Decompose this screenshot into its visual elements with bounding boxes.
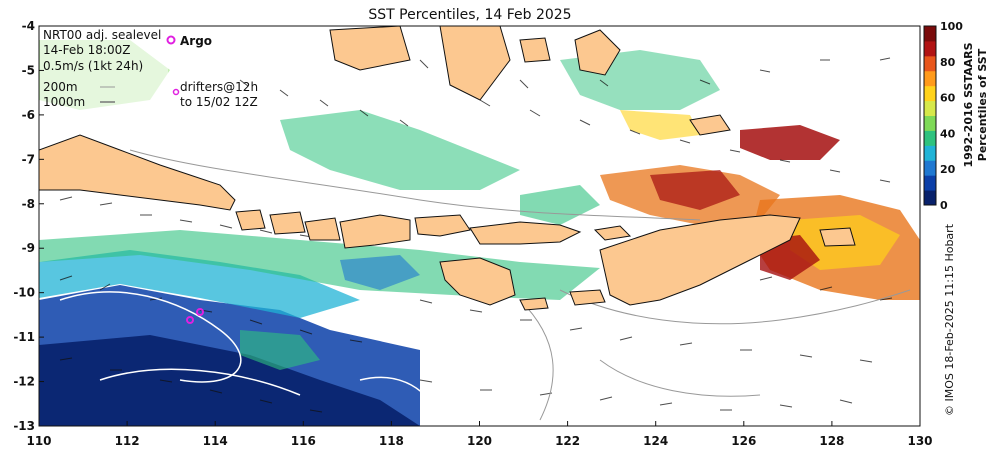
colorbar-segment bbox=[924, 70, 936, 87]
colorbar-tick-label: 80 bbox=[940, 56, 956, 69]
hot-anomaly-patch-north bbox=[740, 125, 840, 160]
colorbar-segment bbox=[924, 55, 936, 72]
y-tick-label: -12 bbox=[13, 375, 35, 389]
legend-drifters-label: drifters@12h bbox=[180, 80, 258, 94]
colorbar bbox=[923, 25, 937, 206]
legend-time-label: 14-Feb 18:00Z bbox=[43, 43, 130, 57]
colorbar-segment bbox=[924, 160, 936, 176]
colorbar-segment bbox=[924, 100, 936, 116]
credit-text: © IMOS 18-Feb-2025 11:15 Hobart bbox=[943, 223, 956, 416]
y-tick-label: -8 bbox=[22, 197, 35, 211]
sumbawa-east-island bbox=[339, 214, 411, 249]
colorbar-segment bbox=[924, 190, 936, 206]
y-tick-label: -6 bbox=[22, 108, 35, 122]
rote-island bbox=[519, 297, 549, 311]
selayar-island bbox=[519, 37, 551, 63]
colorbar-title: 1992-2016 SSTAARS bbox=[962, 42, 975, 167]
y-tick-label: -7 bbox=[22, 152, 35, 166]
x-tick-label: 118 bbox=[379, 434, 404, 448]
colorbar-segment bbox=[924, 26, 936, 42]
hot-anomaly-patch-central bbox=[650, 170, 740, 210]
bathymetry-contours bbox=[129, 149, 911, 421]
banda-islands bbox=[689, 114, 731, 136]
savu-island bbox=[569, 289, 606, 306]
borneo-south-coast bbox=[329, 26, 411, 71]
y-tick-label: -5 bbox=[22, 63, 35, 77]
warm-patch-banda-west bbox=[620, 110, 700, 140]
sulawesi-south-arm bbox=[439, 26, 511, 101]
cool-patch-lombok bbox=[340, 255, 420, 290]
java-island bbox=[39, 134, 236, 211]
lombok-island bbox=[269, 211, 306, 235]
komodo-island bbox=[414, 214, 471, 237]
colorbar-segment bbox=[924, 85, 936, 102]
map-title: SST Percentiles, 14 Feb 2025 bbox=[368, 7, 571, 23]
argo-legend-icon bbox=[166, 35, 176, 45]
x-tick-label: 110 bbox=[26, 434, 51, 448]
y-tick-label: -13 bbox=[13, 419, 35, 433]
plot-area: NRT00 adj. sealevel 14-Feb 18:00Z 0.5m/s… bbox=[39, 26, 920, 426]
neutral-patch-north bbox=[280, 110, 520, 190]
x-tick-label: 126 bbox=[731, 434, 756, 448]
neutral-patch-south bbox=[240, 330, 320, 370]
small-island-east bbox=[819, 227, 856, 247]
colorbar-segment bbox=[924, 145, 936, 161]
colorbar-segment bbox=[924, 115, 936, 131]
y-tick-label: -11 bbox=[13, 330, 35, 344]
legend-1000m-contour-label: 1000m bbox=[43, 95, 85, 109]
cool-transition-band bbox=[39, 250, 360, 318]
y-tick-label: -9 bbox=[22, 241, 35, 255]
x-tick-label: 114 bbox=[203, 434, 228, 448]
legend-velocity-scale-label: 0.5m/s (1kt 24h) bbox=[43, 59, 143, 73]
argo-float-marker bbox=[186, 316, 194, 324]
argo-float-marker bbox=[172, 88, 180, 96]
y-axis: -4 -5 -6 -7 -8 -9 -10 -11 -12 -13 bbox=[13, 19, 44, 433]
colorbar-ticks: 100 80 60 40 20 0 bbox=[940, 20, 963, 212]
argo-floats bbox=[172, 88, 204, 324]
y-tick-label: -10 bbox=[13, 286, 35, 300]
sumba-island bbox=[439, 257, 516, 306]
colorbar-tick-label: 0 bbox=[940, 199, 948, 212]
x-tick-label: 130 bbox=[907, 434, 932, 448]
colorbar-segment bbox=[924, 130, 936, 146]
alor-island bbox=[593, 225, 632, 241]
flores-island bbox=[469, 221, 582, 245]
x-tick-label: 116 bbox=[291, 434, 316, 448]
colorbar-frame bbox=[923, 25, 937, 206]
buton-island bbox=[574, 29, 621, 76]
x-tick-label: 124 bbox=[643, 434, 668, 448]
legend-200m-contour-label: 200m bbox=[43, 80, 78, 94]
x-tick-label: 122 bbox=[555, 434, 580, 448]
colorbar-tick-label: 40 bbox=[940, 127, 956, 140]
x-tick-label: 112 bbox=[115, 434, 140, 448]
sea-level-contours bbox=[59, 291, 441, 421]
colorbar-tick-label: 60 bbox=[940, 92, 956, 105]
sumbawa-west-island bbox=[304, 217, 341, 241]
map-legend: NRT00 adj. sealevel 14-Feb 18:00Z 0.5m/s… bbox=[40, 27, 258, 111]
x-tick-label: 128 bbox=[819, 434, 844, 448]
bali-island bbox=[235, 209, 266, 231]
timor-island bbox=[599, 214, 801, 306]
legend-background bbox=[40, 27, 168, 111]
argo-legend-label: Argo bbox=[180, 34, 212, 48]
y-tick-label: -4 bbox=[22, 19, 35, 33]
colorbar-tick-label: 20 bbox=[940, 163, 956, 176]
cold-anomaly-region bbox=[39, 335, 420, 426]
x-axis: 110 112 114 116 118 120 122 124 126 128 130 bbox=[26, 421, 933, 448]
colorbar-segment bbox=[924, 40, 936, 57]
legend-sealevel-label: NRT00 adj. sealevel bbox=[43, 28, 161, 42]
colorbar-segment bbox=[924, 175, 936, 191]
land-masses bbox=[39, 26, 856, 311]
argo-float-marker bbox=[196, 308, 204, 316]
colorbar-subtitle: Percentiles of SST bbox=[976, 48, 989, 161]
x-tick-label: 120 bbox=[467, 434, 492, 448]
legend-drifters-time-label: to 15/02 12Z bbox=[180, 95, 258, 109]
colorbar-tick-label: 100 bbox=[940, 20, 963, 33]
